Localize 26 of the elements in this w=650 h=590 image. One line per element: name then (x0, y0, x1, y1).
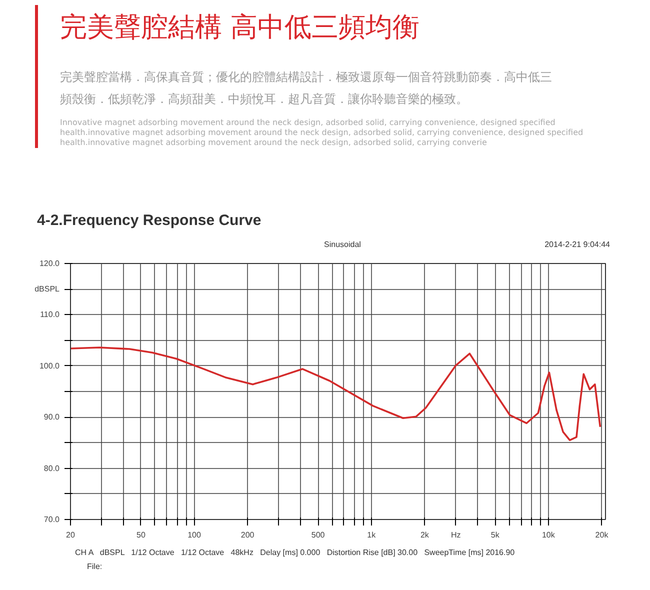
x-tick-label: 5k (490, 530, 500, 540)
x-tick-label: 10k (542, 530, 556, 540)
y-tick-label: 90.0 (44, 412, 60, 422)
x-tick-label: 100 (188, 530, 202, 540)
y-tick-label: 100.0 (39, 361, 60, 370)
x-tick-label: 200 (240, 530, 255, 540)
x-tick-label: 2k (420, 530, 430, 540)
y-tick-label: dBSPL (34, 284, 60, 294)
text: Sinusoidal (324, 240, 361, 250)
text: File: (87, 561, 104, 573)
text: 完美聲腔當構．高保真音質；優化的腔體結構設計．極致還原每一個音符跳動節奏．高中低三頻殼衡．低頻乾淨．高頻甜美．中頻悅耳．超凡音質．讓你聆聽音樂的極致。 (60, 68, 553, 108)
x-tick-label: 1k (367, 530, 377, 540)
text: CH A dBSPL 1/12 Octave 1/12 Octave 48kHz Delay [ms] 0.000 Distortion Rise [dB] 30.00 SweepTime [ms] 2016.90 (75, 547, 515, 558)
x-tick-label: 50 (136, 530, 146, 540)
x-tick-label: 20k (595, 530, 610, 540)
text: Innovative magnet adsorbing movement around the neck design, adsorbed solid, carrying convenience, designed specified health.innovative magnet adsorbing movement around the neck design, adsorbed solid, carrying convenience, designed specified health.innovative magnet adsorbing movement around the neck design, adsorbed solid, carrying converie (60, 118, 584, 148)
text: 2014-2-21 9:04:44 (544, 239, 610, 251)
x-tick-label: 500 (311, 530, 326, 540)
y-tick-label: 120.0 (39, 259, 60, 268)
y-tick-label: 70.0 (44, 515, 60, 524)
x-tick-label: 20 (66, 530, 76, 540)
chart-subtitle: 完美聲腔結構 高中低三頻均衡 (60, 11, 421, 45)
chart-title: 4-2.Frequency Response Curve (37, 211, 262, 231)
y-tick-label: 80.0 (44, 464, 60, 473)
y-tick-label: 110.0 (40, 310, 60, 320)
x-tick-label: Hz (450, 530, 461, 540)
